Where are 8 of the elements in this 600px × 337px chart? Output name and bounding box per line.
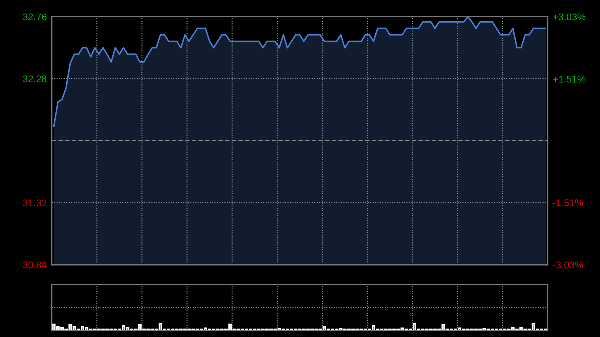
y2-tick-label: -3.03%	[553, 262, 584, 269]
y-tick-label: 32.28	[23, 76, 47, 83]
y2-tick-label: +1.51%	[553, 76, 586, 83]
y-tick-label: 32.76	[23, 14, 47, 21]
y2-tick-label: -1.51%	[553, 200, 584, 206]
y-tick-label: 31.32	[23, 200, 47, 207]
y2-tick-label: +3.03%	[553, 14, 586, 21]
y-tick-label: 30.84	[23, 262, 47, 269]
